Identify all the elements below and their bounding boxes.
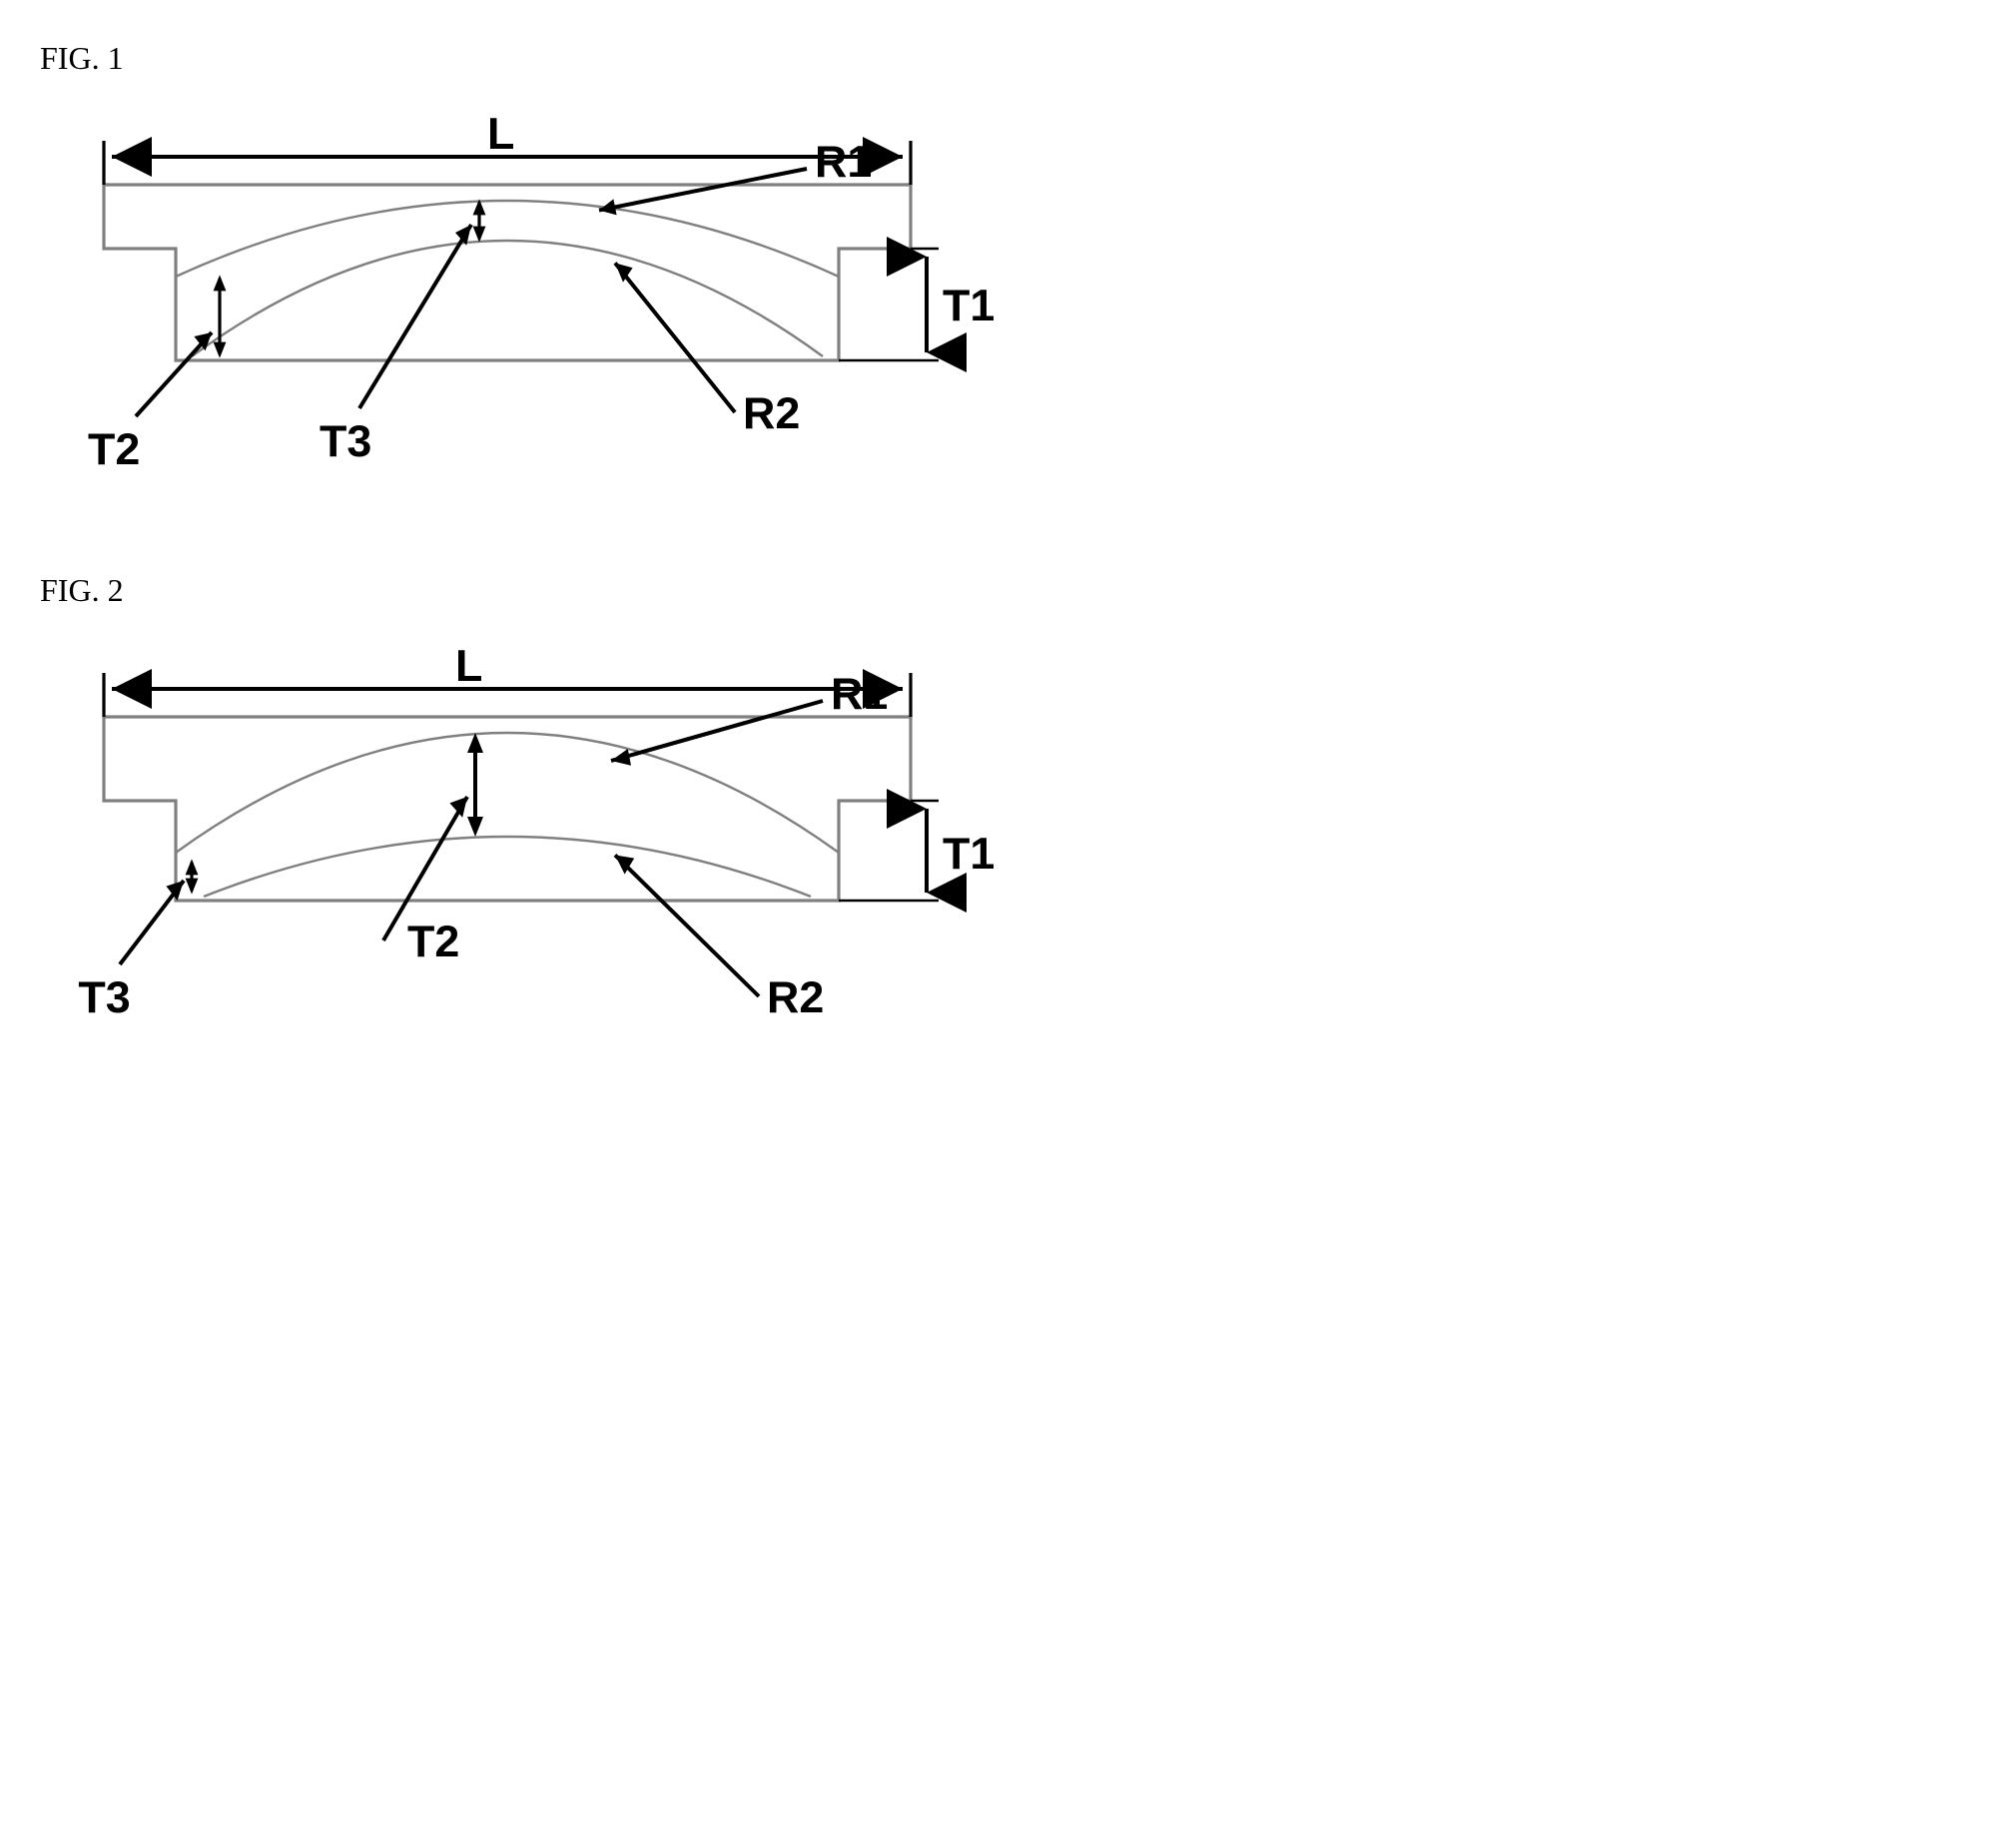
arc-r1 [176,201,839,277]
dim-t3-text: T3 [78,972,130,1022]
dim-t1-text: T1 [943,829,995,879]
leader-t2 [136,332,212,416]
label-r1: R1 [831,669,888,719]
figure-2-label: FIG. 2 [40,572,1960,609]
dim-t3-text: T3 [320,416,371,466]
dim-t3 [473,199,486,242]
label-r1: R1 [815,137,872,187]
figure-2: FIG. 2 L R1 [40,572,1960,1060]
leader-r1-arrow [611,749,631,766]
leader-r2 [615,855,759,996]
dim-t1-text: T1 [943,281,995,330]
dim-t3 [186,859,199,894]
leader-r1 [599,169,807,211]
dim-t2-text: T2 [407,917,459,966]
dim-l-text: L [487,109,514,159]
dim-t2-text: T2 [88,424,140,474]
dim-l-text: L [455,641,482,691]
label-r2: R2 [767,972,824,1022]
lens-outline [104,717,911,901]
leader-r2 [615,263,735,412]
arc-r2 [192,241,823,356]
leader-t3 [359,225,471,408]
arc-r1 [176,733,839,853]
arc-r2 [204,837,811,897]
dim-t2 [214,275,227,357]
leader-r1 [611,701,823,761]
figure-1-label: FIG. 1 [40,40,1960,77]
figure-2-diagram: L R1 R2 T1 T2 T3 [40,629,999,1060]
dim-t2 [467,733,483,837]
label-r2: R2 [743,388,800,438]
figure-1-diagram: L R1 R2 T1 T2 T3 [40,97,999,512]
figure-1: FIG. 1 L [40,40,1960,512]
